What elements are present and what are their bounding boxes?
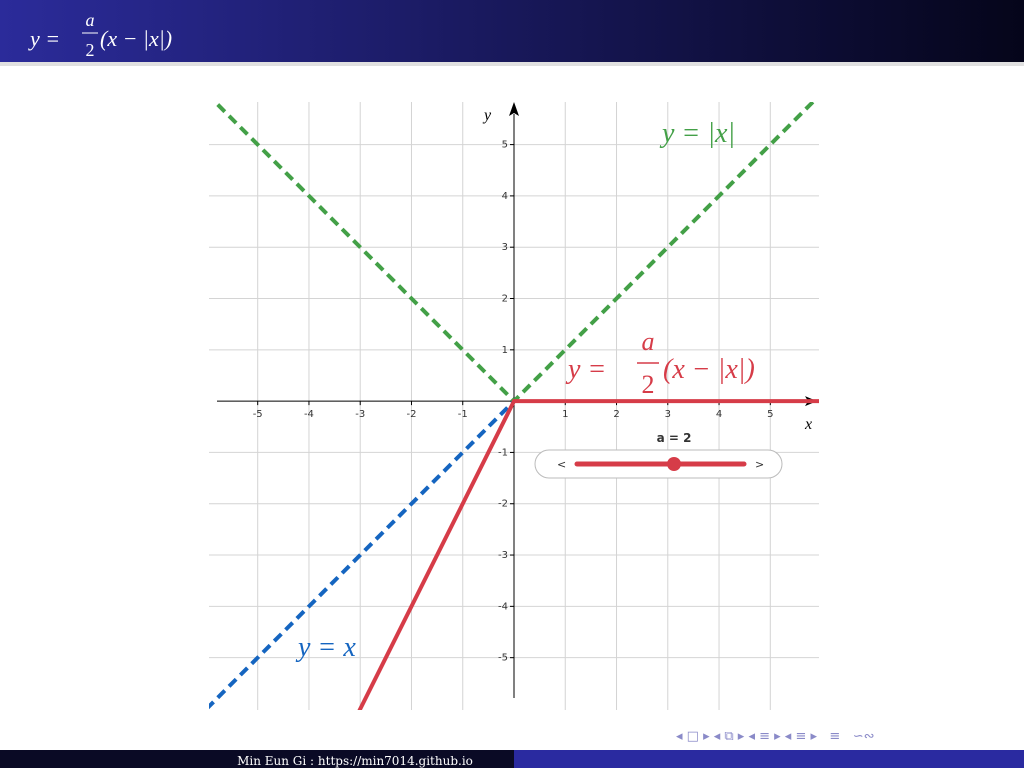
x-tick-label: -4 [304, 409, 314, 420]
slider-label: a = 2 [657, 431, 692, 445]
nav-icons[interactable]: ◂ □ ▸ ◂ ⧉ ▸ ◂ ≡ ▸ ◂ ≡ ▸ ≡ ∽∾ [676, 729, 874, 744]
function-line [209, 399, 516, 710]
x-tick-label: 1 [562, 409, 568, 420]
slider-right[interactable]: > [755, 458, 764, 471]
svg-text:◂ □ ▸ ◂ ⧉ ▸ ◂ ≡ ▸ ◂ ≡ ▸ ≡: ◂ □ ▸ ◂ ⧉ ▸ ◂ ≡ ▸ ◂ ≡ ▸ ≡ ∽∾ [676, 729, 874, 744]
x-tick-label: 2 [613, 409, 619, 420]
slider[interactable]: a = 2 < > [534, 431, 783, 479]
y-tick-label: -5 [498, 653, 508, 664]
title: y = a 2 (x − |x|) [28, 10, 172, 60]
y-tick-label: -4 [498, 601, 508, 612]
title-shadow [0, 62, 1024, 66]
y-tick-label: 1 [502, 345, 508, 356]
y-tick-label: -2 [498, 499, 508, 510]
x-tick-label: 3 [665, 409, 671, 420]
footer-author: Min Eun Gi : https://min7014.github.io [237, 754, 473, 768]
title-bar [0, 0, 1024, 62]
label-green: y = |x| [659, 118, 735, 149]
title-lhs: y = [28, 26, 60, 51]
label-red-den: 2 [642, 370, 655, 399]
title-num: a [86, 10, 95, 30]
title-den: 2 [86, 40, 95, 60]
function-line [357, 399, 819, 710]
x-tick-label: 4 [716, 409, 722, 420]
label-blue: y = x [295, 632, 356, 663]
title-rhs: (x − |x|) [100, 26, 172, 51]
y-tick-label: 2 [502, 294, 508, 305]
x-tick-label: -2 [406, 409, 416, 420]
x-tick-label: -5 [253, 409, 263, 420]
y-tick-label: -1 [498, 447, 508, 458]
x-axis-label: x [804, 416, 812, 433]
label-red-rhs: (x − |x|) [663, 354, 755, 385]
x-tick-label: -3 [355, 409, 365, 420]
y-tick-label: 4 [502, 191, 508, 202]
footer-left [0, 750, 514, 768]
label-red-lhs: y = [565, 354, 606, 385]
slider-left[interactable]: < [557, 458, 566, 471]
x-tick-label: -1 [458, 409, 468, 420]
x-tick-label: 5 [767, 409, 773, 420]
y-arrow [509, 102, 519, 116]
y-tick-label: -3 [498, 550, 508, 561]
y-tick-label: 5 [502, 140, 508, 151]
y-tick-label: 3 [502, 242, 508, 253]
footer-right [514, 750, 1024, 768]
y-axis-label: y [482, 107, 492, 124]
label-red-num: a [642, 327, 655, 356]
slider-thumb[interactable] [667, 457, 681, 471]
